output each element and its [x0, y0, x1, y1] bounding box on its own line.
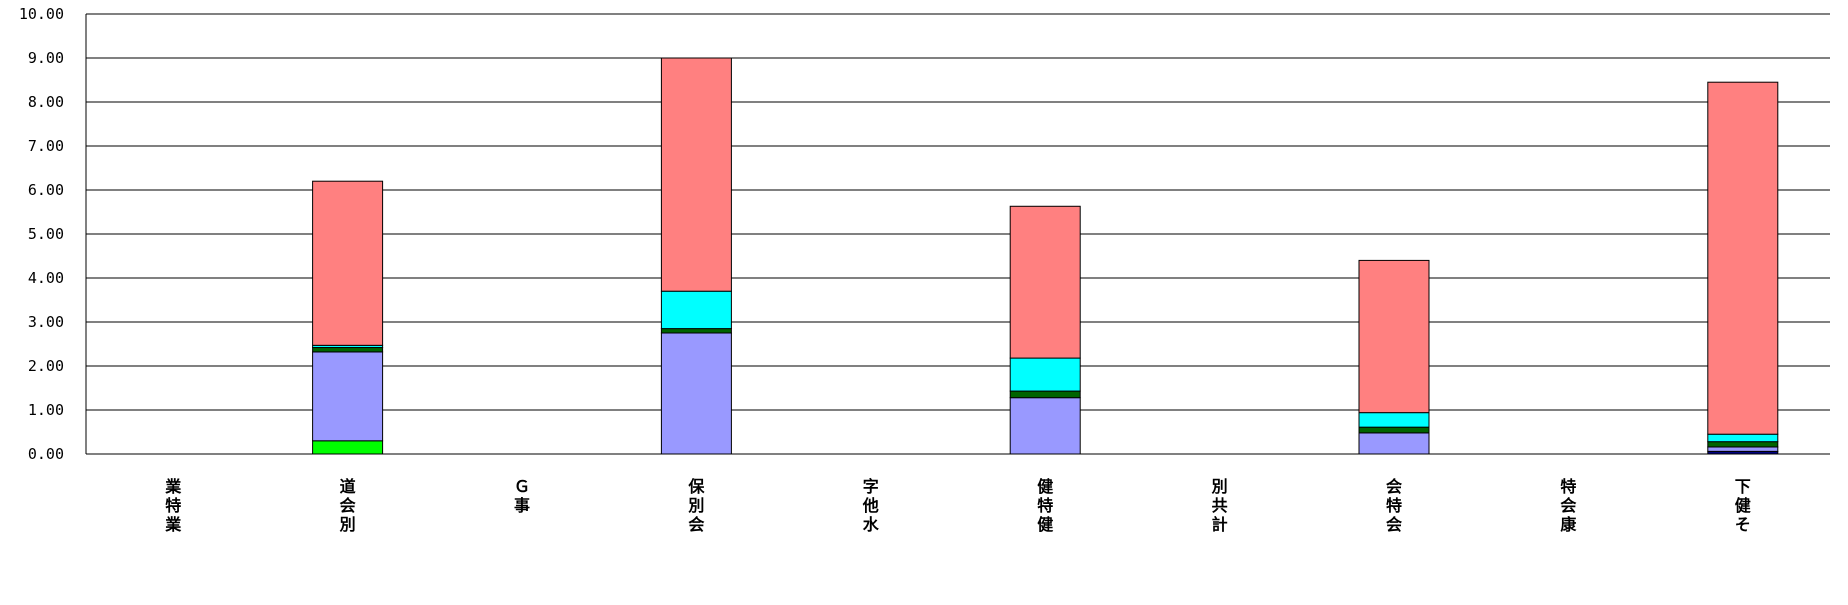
x-category-label: 計 — [1212, 515, 1228, 534]
x-category-label: 会 — [1386, 477, 1402, 496]
bar-segment — [1359, 427, 1429, 433]
bar-segment — [1708, 82, 1778, 434]
x-category-label: 別 — [688, 496, 704, 515]
bar-segment — [313, 352, 383, 441]
bar-segment — [1708, 442, 1778, 447]
bar-segment — [661, 333, 731, 454]
bar-segment — [661, 291, 731, 328]
x-category-label: 字 — [863, 477, 879, 496]
x-category-label: 下 — [1735, 477, 1751, 496]
x-category-label: 会 — [1386, 515, 1402, 534]
x-category-label: 健 — [1735, 496, 1751, 515]
bar-segment — [1359, 260, 1429, 412]
x-category-label: 特 — [1560, 477, 1576, 496]
y-tick-label: 9.00 — [28, 49, 64, 67]
bar-segment — [661, 58, 731, 291]
x-category-label: Ｇ — [514, 477, 530, 496]
x-category-label: 水 — [863, 515, 880, 534]
x-category-label: 業 — [164, 515, 182, 534]
bar-segment — [313, 348, 383, 352]
x-category-label: 会 — [1560, 496, 1576, 515]
y-tick-label: 0.00 — [28, 445, 64, 463]
bar-segment — [1359, 413, 1429, 428]
x-category-label: 業 — [164, 477, 182, 496]
x-category-label: 会 — [340, 496, 356, 515]
x-category-label: 健 — [1037, 515, 1053, 534]
y-tick-label: 7.00 — [28, 137, 64, 155]
bar-segment — [1708, 447, 1778, 451]
y-tick-label: 3.00 — [28, 313, 64, 331]
bar-segment — [1010, 206, 1080, 358]
x-category-label: 特 — [1037, 496, 1053, 515]
x-category-label: 別 — [1212, 477, 1228, 496]
y-tick-label: 4.00 — [28, 269, 64, 287]
x-category-label: 事 — [514, 496, 530, 515]
x-category-label: 康 — [1560, 515, 1577, 534]
x-category-label: 健 — [1037, 477, 1053, 496]
x-category-label: 別 — [340, 515, 356, 534]
x-category-label: 道 — [340, 477, 356, 496]
bar-segment — [661, 329, 731, 333]
bar-segment — [1010, 358, 1080, 391]
x-category-label: 特 — [165, 496, 181, 515]
y-tick-label: 5.00 — [28, 225, 64, 243]
bar-segment — [1359, 433, 1429, 454]
bar-segment — [1010, 398, 1080, 454]
y-tick-label: 10.00 — [19, 5, 64, 23]
x-category-label: 共 — [1212, 496, 1228, 515]
x-category-label: 保 — [687, 477, 705, 496]
bar-segment — [313, 441, 383, 454]
y-tick-label: 2.00 — [28, 357, 64, 375]
x-category-label: 他 — [862, 496, 879, 515]
y-tick-label: 8.00 — [28, 93, 64, 111]
y-tick-label: 6.00 — [28, 181, 64, 199]
x-category-label: そ — [1735, 515, 1751, 534]
x-category-label: 会 — [688, 515, 704, 534]
y-tick-label: 1.00 — [28, 401, 64, 419]
bar-segment — [313, 181, 383, 345]
bar-segment — [1708, 434, 1778, 441]
x-category-label: 特 — [1386, 496, 1402, 515]
bar-segment — [1010, 391, 1080, 398]
